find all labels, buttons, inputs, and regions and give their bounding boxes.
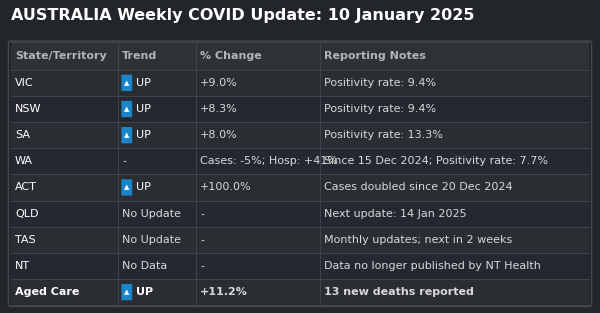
FancyBboxPatch shape: [11, 174, 589, 201]
Text: Aged Care: Aged Care: [15, 287, 79, 297]
Text: No Update: No Update: [122, 209, 181, 219]
Text: UP: UP: [136, 182, 151, 192]
Text: Cases: -5%; Hosp: +41%: Cases: -5%; Hosp: +41%: [200, 156, 338, 166]
Text: Reporting Notes: Reporting Notes: [325, 51, 427, 61]
FancyBboxPatch shape: [121, 127, 132, 143]
Text: WA: WA: [15, 156, 33, 166]
Text: ▲: ▲: [124, 106, 130, 112]
Text: ▲: ▲: [124, 80, 130, 86]
FancyBboxPatch shape: [121, 101, 132, 117]
Text: Trend: Trend: [122, 51, 157, 61]
Text: -: -: [122, 156, 126, 166]
FancyBboxPatch shape: [11, 96, 589, 122]
FancyBboxPatch shape: [11, 279, 589, 305]
Text: State/Territory: State/Territory: [15, 51, 107, 61]
Text: Monthly updates; next in 2 weeks: Monthly updates; next in 2 weeks: [325, 235, 512, 245]
Text: NSW: NSW: [15, 104, 41, 114]
Text: QLD: QLD: [15, 209, 38, 219]
Text: No Update: No Update: [122, 235, 181, 245]
Text: Positivity rate: 9.4%: Positivity rate: 9.4%: [325, 104, 437, 114]
FancyBboxPatch shape: [11, 122, 589, 148]
Text: -: -: [200, 235, 204, 245]
FancyBboxPatch shape: [11, 227, 589, 253]
FancyBboxPatch shape: [11, 70, 589, 96]
Text: TAS: TAS: [15, 235, 35, 245]
Text: UP: UP: [136, 130, 151, 140]
Text: Data no longer published by NT Health: Data no longer published by NT Health: [325, 261, 541, 271]
FancyBboxPatch shape: [121, 179, 132, 196]
FancyBboxPatch shape: [11, 148, 589, 174]
Text: ACT: ACT: [15, 182, 37, 192]
FancyBboxPatch shape: [11, 42, 589, 70]
Text: ▲: ▲: [124, 132, 130, 138]
Text: +11.2%: +11.2%: [200, 287, 248, 297]
FancyBboxPatch shape: [121, 284, 132, 300]
Text: -: -: [200, 209, 204, 219]
Text: NT: NT: [15, 261, 30, 271]
Text: VIC: VIC: [15, 78, 34, 88]
FancyBboxPatch shape: [11, 253, 589, 279]
FancyBboxPatch shape: [11, 201, 589, 227]
Text: AUSTRALIA Weekly COVID Update: 10 January 2025: AUSTRALIA Weekly COVID Update: 10 Januar…: [11, 8, 475, 23]
Text: SA: SA: [15, 130, 30, 140]
Text: ▲: ▲: [124, 289, 130, 295]
Text: Since 15 Dec 2024; Positivity rate: 7.7%: Since 15 Dec 2024; Positivity rate: 7.7%: [325, 156, 548, 166]
Text: UP: UP: [136, 287, 153, 297]
Text: +100.0%: +100.0%: [200, 182, 252, 192]
Text: +8.3%: +8.3%: [200, 104, 238, 114]
Text: -: -: [200, 261, 204, 271]
Text: % Change: % Change: [200, 51, 262, 61]
Text: +9.0%: +9.0%: [200, 78, 238, 88]
Text: +8.0%: +8.0%: [200, 130, 238, 140]
Text: UP: UP: [136, 104, 151, 114]
Text: Cases doubled since 20 Dec 2024: Cases doubled since 20 Dec 2024: [325, 182, 513, 192]
FancyBboxPatch shape: [121, 75, 132, 91]
Text: Positivity rate: 9.4%: Positivity rate: 9.4%: [325, 78, 437, 88]
Text: UP: UP: [136, 78, 151, 88]
Text: ▲: ▲: [124, 184, 130, 191]
Text: Positivity rate: 13.3%: Positivity rate: 13.3%: [325, 130, 443, 140]
Text: Next update: 14 Jan 2025: Next update: 14 Jan 2025: [325, 209, 467, 219]
Text: No Data: No Data: [122, 261, 167, 271]
Text: 13 new deaths reported: 13 new deaths reported: [325, 287, 475, 297]
